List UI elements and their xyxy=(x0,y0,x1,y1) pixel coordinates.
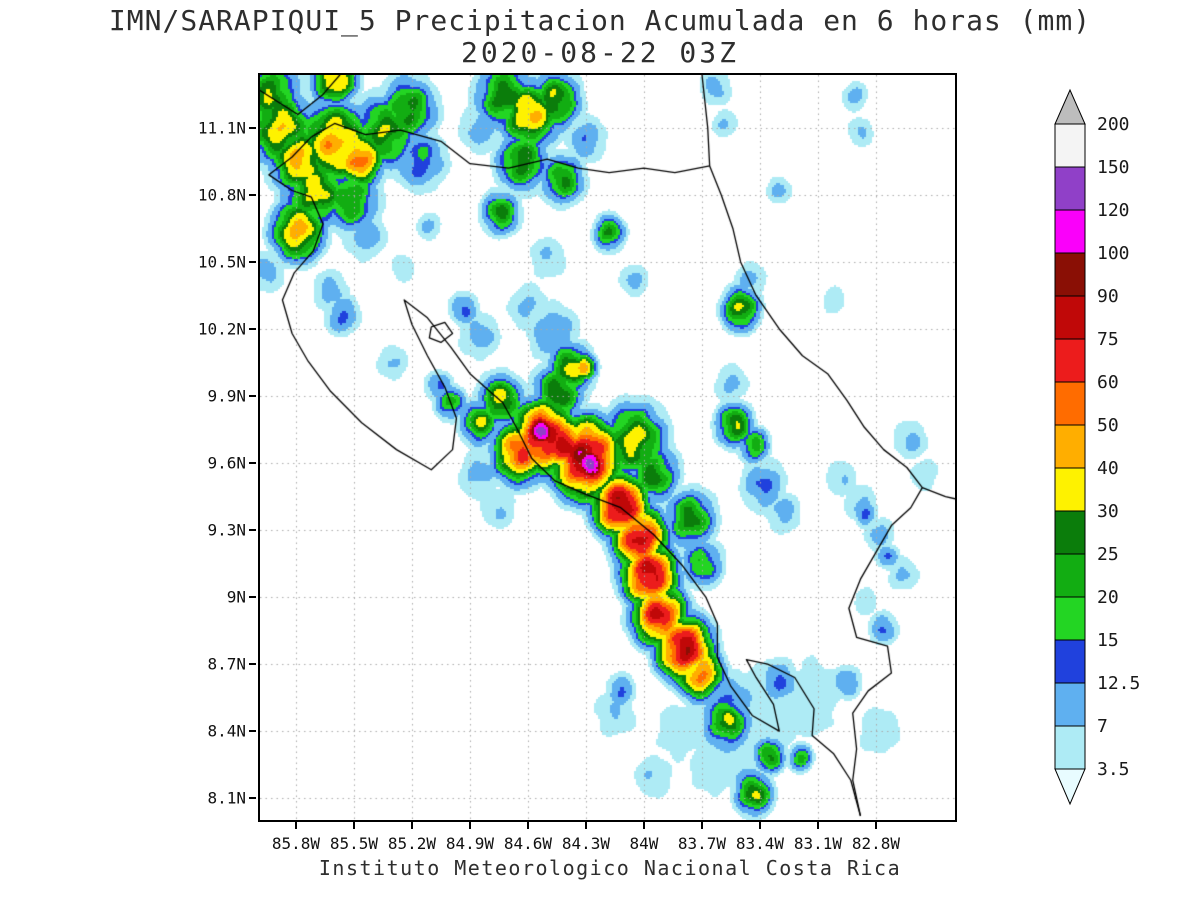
y-tick-mark xyxy=(249,327,256,330)
colorbar-band xyxy=(1054,381,1086,426)
colorbar-band xyxy=(1054,682,1086,727)
y-tick-mark xyxy=(249,663,256,666)
colorbar-label: 200 xyxy=(1097,114,1130,135)
x-tick-mark xyxy=(352,822,355,829)
y-tick-mark xyxy=(249,529,256,532)
colorbar-legend: 3.5 7 12.5 15 20 25 30 40 50 60 75 90 100 120 150 200 xyxy=(1050,84,1165,814)
x-tick-label: 83.4W xyxy=(735,834,785,853)
colorbar-label: 100 xyxy=(1097,243,1130,264)
x-tick-mark xyxy=(816,822,819,829)
x-tick-mark xyxy=(468,822,471,829)
y-tick-mark xyxy=(249,193,256,196)
colorbar-label: 50 xyxy=(1097,415,1119,436)
y-tick-label: 8.4N xyxy=(207,721,246,741)
y-tick-mark xyxy=(249,395,256,397)
colorbar-scale: 3.5 7 12.5 15 20 25 30 40 50 60 75 90 100 120 150 200 xyxy=(1054,88,1140,806)
colorbar-band xyxy=(1054,123,1086,168)
y-tick-label: 9N xyxy=(226,587,246,607)
y-tick-mark xyxy=(249,730,256,733)
colorbar-label: 15 xyxy=(1097,630,1119,651)
y-tick-label: 9.3N xyxy=(207,520,246,540)
colorbar-band xyxy=(1054,639,1086,684)
colorbar-band xyxy=(1054,295,1086,340)
colorbar-label: 12.5 xyxy=(1097,673,1140,694)
colorbar-band xyxy=(1054,166,1086,211)
x-tick-mark xyxy=(584,822,587,829)
colorbar-label: 30 xyxy=(1097,501,1119,522)
x-tick-label: 85.8W xyxy=(271,834,321,853)
colorbar-label: 3.5 xyxy=(1097,759,1130,780)
colorbar-label: 60 xyxy=(1097,372,1119,393)
x-tick-mark xyxy=(874,822,877,829)
y-tick-label: 8.7N xyxy=(207,654,246,674)
x-tick-label: 84.3W xyxy=(561,834,611,853)
colorbar-label: 90 xyxy=(1097,286,1119,307)
source-caption: Instituto Meteorologico Nacional Costa R… xyxy=(318,856,902,880)
colorbar-band xyxy=(1054,209,1086,254)
x-tick-mark xyxy=(642,822,645,829)
y-tick-mark xyxy=(249,797,256,800)
x-tick-label: 84W xyxy=(629,834,659,853)
x-tick-mark xyxy=(526,822,529,829)
x-tick-label: 84.9W xyxy=(445,834,495,853)
colorbar-label: 25 xyxy=(1097,544,1119,565)
y-tick-label: 9.9N xyxy=(207,386,246,406)
y-tick-mark xyxy=(249,462,256,465)
colorbar-band xyxy=(1054,338,1086,383)
x-tick-mark xyxy=(410,822,413,829)
colorbar-label: 120 xyxy=(1097,200,1130,221)
y-tick-label: 9.6N xyxy=(207,453,246,473)
colorbar-label: 7 xyxy=(1097,716,1108,737)
x-tick-label: 83.1W xyxy=(793,834,843,853)
x-tick-mark xyxy=(700,822,703,829)
y-tick-label: 8.1N xyxy=(207,788,246,808)
colorbar-band xyxy=(1054,252,1086,297)
y-tick-mark xyxy=(249,596,256,599)
colorbar-band xyxy=(1054,553,1086,598)
y-tick-mark xyxy=(249,126,256,129)
colorbar-label: 20 xyxy=(1097,587,1119,608)
chart-subtitle: 2020-08-22 03Z xyxy=(460,36,739,69)
x-tick-mark xyxy=(758,822,761,829)
colorbar-band xyxy=(1054,596,1086,641)
colorbar-label: 75 xyxy=(1097,329,1119,350)
precipitation-field-canvas xyxy=(260,75,955,820)
y-tick-label: 11.1N xyxy=(197,118,246,138)
colorbar-label: 150 xyxy=(1097,157,1130,178)
x-tick-label: 82.8W xyxy=(851,834,901,853)
colorbar-band xyxy=(1054,424,1086,469)
x-tick-mark xyxy=(294,822,297,829)
x-tick-label: 85.5W xyxy=(329,834,379,853)
map-plot-frame xyxy=(258,73,957,822)
x-tick-label: 84.6W xyxy=(503,834,553,853)
y-tick-label: 10.2N xyxy=(197,319,246,339)
colorbar-band xyxy=(1054,467,1086,512)
x-tick-label: 85.2W xyxy=(387,834,437,853)
colorbar-band xyxy=(1054,510,1086,555)
colorbar-under-arrow xyxy=(1054,768,1086,806)
colorbar-label: 40 xyxy=(1097,458,1119,479)
colorbar-over-arrow xyxy=(1054,88,1086,125)
y-tick-label: 10.8N xyxy=(197,185,246,205)
colorbar-band xyxy=(1054,725,1086,770)
chart-title: IMN/SARAPIQUI_5 Precipitacion Acumulada … xyxy=(108,4,1092,37)
x-tick-label: 83.7W xyxy=(677,834,727,853)
y-tick-label: 10.5N xyxy=(197,252,246,272)
y-tick-mark xyxy=(249,260,256,263)
